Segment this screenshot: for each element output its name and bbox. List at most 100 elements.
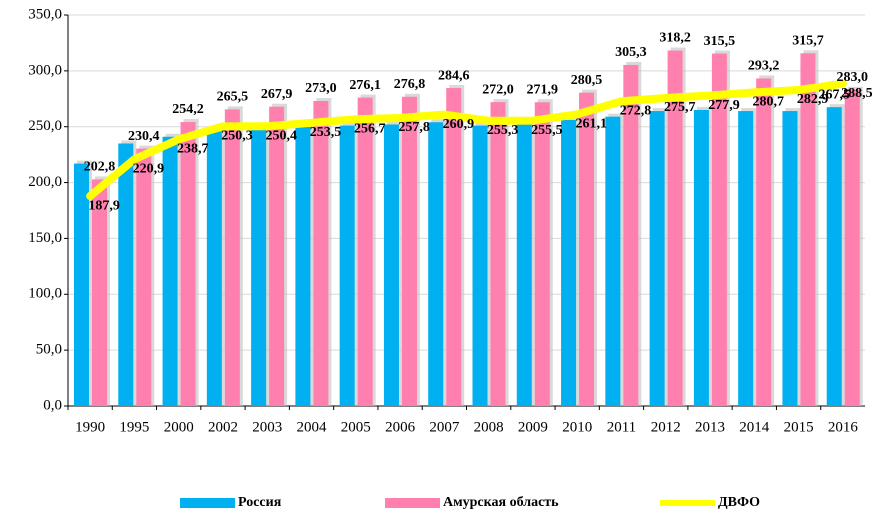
data-label: 220,9 xyxy=(133,161,165,176)
bar xyxy=(339,125,355,407)
data-label: 276,8 xyxy=(394,77,426,92)
data-label: 318,2 xyxy=(659,31,691,46)
x-tick-label: 2014 xyxy=(739,419,770,435)
x-tick-label: 2005 xyxy=(341,419,371,435)
bar xyxy=(534,102,550,407)
bar xyxy=(136,148,152,406)
x-tick-label: 2011 xyxy=(607,419,636,435)
data-label: 256,7 xyxy=(354,121,386,136)
bar xyxy=(472,125,488,407)
y-tick-label: 350,0 xyxy=(28,6,62,22)
bar xyxy=(800,53,816,407)
x-tick-label: 2000 xyxy=(164,419,194,435)
data-label: 238,7 xyxy=(177,142,209,157)
data-label: 255,5 xyxy=(531,123,563,138)
data-label: 272,0 xyxy=(482,82,514,97)
bar xyxy=(561,120,577,407)
data-label: 315,5 xyxy=(704,34,736,49)
y-tick-label: 200,0 xyxy=(28,174,62,190)
x-tick-label: 2016 xyxy=(828,419,859,435)
bar xyxy=(74,163,89,406)
x-tick-label: 2010 xyxy=(562,419,592,435)
y-tick-label: 300,0 xyxy=(28,62,62,78)
x-tick-label: 2003 xyxy=(252,419,282,435)
data-label: 284,6 xyxy=(438,68,470,83)
x-tick-label: 2009 xyxy=(518,419,548,435)
bar xyxy=(782,111,798,407)
data-label: 305,3 xyxy=(615,45,647,60)
data-label: 288,5 xyxy=(841,86,873,101)
data-label: 230,4 xyxy=(128,129,160,144)
y-tick-label: 150,0 xyxy=(28,230,62,246)
data-label: 293,2 xyxy=(748,59,780,74)
bar xyxy=(844,89,860,406)
bar xyxy=(428,122,444,406)
data-label: 265,5 xyxy=(217,90,249,105)
legend-swatch xyxy=(180,498,235,508)
bar xyxy=(206,130,222,406)
y-tick-label: 250,0 xyxy=(28,118,62,134)
data-label: 254,2 xyxy=(172,102,204,117)
bar xyxy=(738,111,754,407)
bar xyxy=(383,124,399,406)
x-tick-label: 1995 xyxy=(119,419,149,435)
legend-label: ДВФО xyxy=(718,495,760,510)
bar xyxy=(516,124,532,406)
data-label: 257,8 xyxy=(398,120,430,135)
x-tick-label: 2008 xyxy=(474,419,504,435)
bar xyxy=(446,88,462,406)
bar xyxy=(401,96,417,407)
data-label: 255,3 xyxy=(487,123,519,138)
y-tick-label: 50,0 xyxy=(36,342,62,358)
bar xyxy=(826,107,842,407)
data-label: 282,9 xyxy=(797,92,829,107)
y-tick-label: 0,0 xyxy=(43,397,62,413)
bar xyxy=(579,92,595,407)
data-label: 280,5 xyxy=(571,73,603,88)
bar xyxy=(295,126,311,406)
data-label: 275,7 xyxy=(664,100,696,115)
bar xyxy=(605,116,621,406)
x-tick-label: 1990 xyxy=(75,419,105,435)
data-label: 273,0 xyxy=(305,81,337,96)
data-label: 253,5 xyxy=(310,125,342,140)
bar xyxy=(92,179,107,406)
data-label: 280,7 xyxy=(753,95,785,110)
legend-swatch xyxy=(385,498,440,508)
bar xyxy=(693,109,709,406)
data-label: 260,9 xyxy=(443,117,475,132)
data-label: 267,5 xyxy=(818,87,850,102)
x-tick-label: 2007 xyxy=(429,419,460,435)
legend-label: Россия xyxy=(238,495,282,510)
x-tick-label: 2006 xyxy=(385,419,416,435)
data-label: 315,7 xyxy=(792,34,824,49)
bar xyxy=(180,122,196,407)
data-label: 267,9 xyxy=(261,87,293,102)
bar xyxy=(162,136,178,407)
data-label: 277,9 xyxy=(708,98,740,113)
bar xyxy=(251,128,267,406)
data-label: 202,8 xyxy=(84,160,116,175)
bar xyxy=(756,78,772,407)
data-label: 250,4 xyxy=(266,128,298,143)
bar xyxy=(224,109,240,407)
bar xyxy=(490,102,506,406)
x-tick-label: 2015 xyxy=(784,419,814,435)
bar xyxy=(313,101,329,407)
data-label: 276,1 xyxy=(349,78,381,93)
legend-label: Амурская область xyxy=(443,495,559,510)
bar xyxy=(118,143,134,406)
data-label: 187,9 xyxy=(88,198,120,213)
data-label: 250,3 xyxy=(221,129,253,144)
y-tick-label: 100,0 xyxy=(28,286,62,302)
bar xyxy=(667,50,683,406)
line xyxy=(86,79,847,201)
data-label: 272,8 xyxy=(620,103,652,118)
x-tick-label: 2004 xyxy=(297,419,328,435)
bar xyxy=(711,53,727,406)
data-label: 271,9 xyxy=(527,82,559,97)
data-label: 261,1 xyxy=(575,117,607,132)
data-label: 283,0 xyxy=(836,70,868,85)
bar xyxy=(269,106,285,406)
